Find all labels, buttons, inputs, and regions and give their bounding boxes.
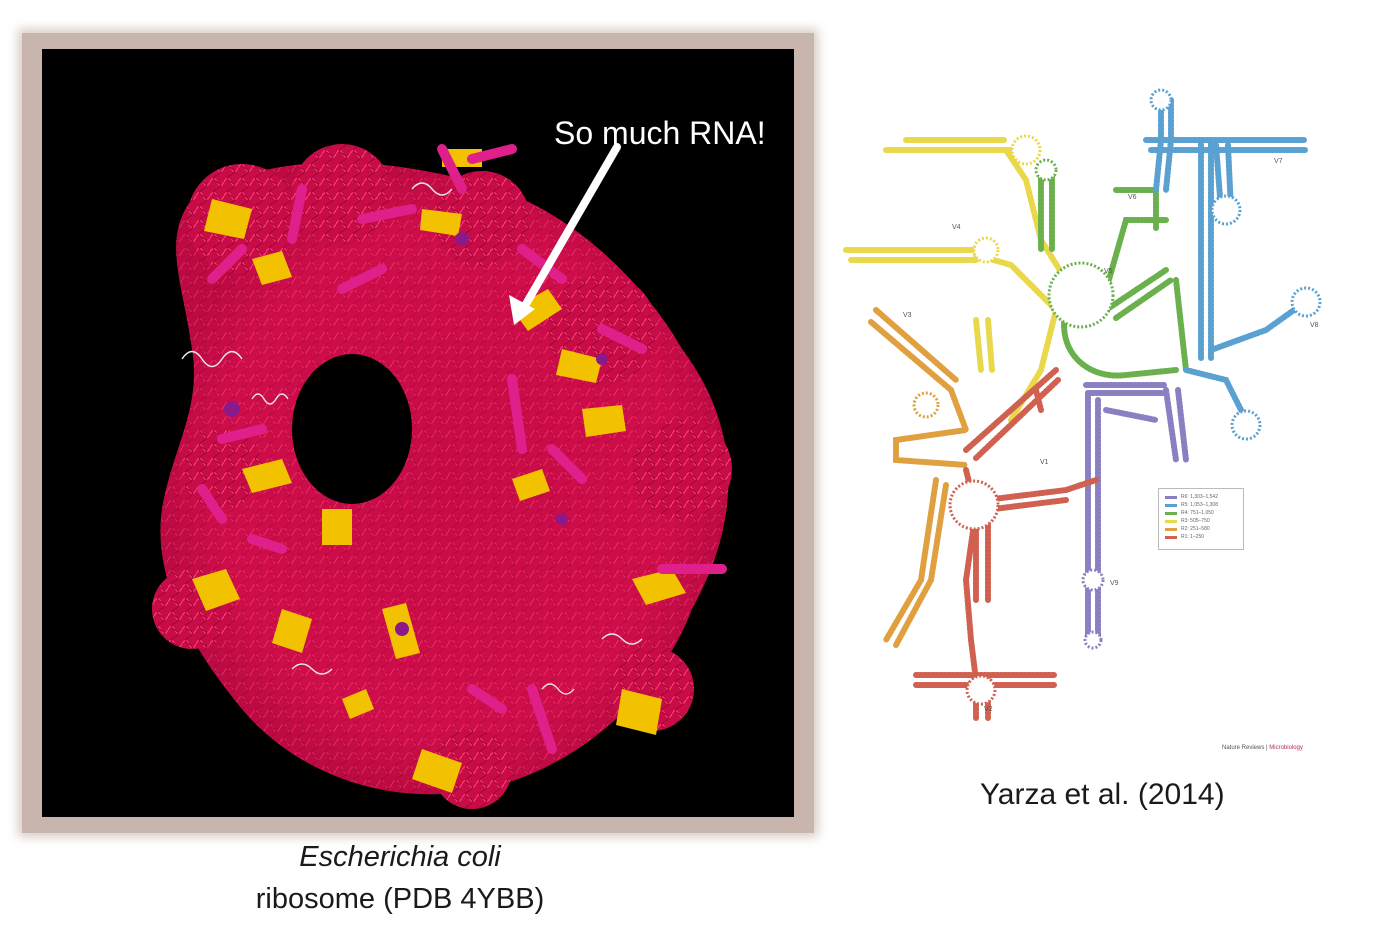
purple-residues bbox=[224, 232, 608, 636]
legend-entry: R3: 505–750 bbox=[1165, 518, 1235, 525]
region-label: V9 bbox=[1110, 580, 1119, 587]
citation-caption: Yarza et al. (2014) bbox=[980, 778, 1225, 811]
legend-entry: R4: 751–1,050 bbox=[1165, 510, 1235, 517]
ribosome-render bbox=[152, 143, 732, 809]
legend-entry: R1: 1–250 bbox=[1165, 534, 1235, 541]
region-label: V3 bbox=[903, 312, 912, 319]
legend-entry: R5: 1,053–1,308 bbox=[1165, 502, 1235, 509]
ribosome-structure-image: So much RNA! bbox=[42, 49, 794, 817]
alpha-helices bbox=[197, 144, 727, 754]
region-label: V7 bbox=[1274, 158, 1283, 165]
journal-credit: Nature Reviews | Microbiology bbox=[1222, 745, 1303, 751]
rrna-structure-svg bbox=[843, 88, 1322, 723]
region-label: V2 bbox=[984, 706, 993, 713]
legend-entry: R6: 1,303–1,542 bbox=[1165, 494, 1235, 501]
coil-loops bbox=[181, 182, 643, 695]
ribosome-image-frame: So much RNA! bbox=[22, 33, 814, 833]
annotation-arrow bbox=[509, 143, 621, 325]
rrna-secondary-structure bbox=[826, 80, 1346, 770]
region-label: V6 bbox=[1128, 194, 1137, 201]
region-label: V4 bbox=[952, 224, 961, 231]
legend-swatch bbox=[1165, 504, 1177, 507]
region-label: V1 bbox=[1040, 459, 1049, 466]
legend-swatch bbox=[1165, 536, 1177, 539]
journal-section: Microbiology bbox=[1269, 745, 1303, 751]
region-label: V5 bbox=[1104, 268, 1113, 275]
caption-species: Escherichia coli bbox=[299, 841, 501, 873]
legend-swatch bbox=[1165, 496, 1177, 499]
legend-swatch bbox=[1165, 520, 1177, 523]
legend-entry: R2: 251–580 bbox=[1165, 526, 1235, 533]
legend-swatch bbox=[1165, 512, 1177, 515]
ribosome-caption: Escherichia coli ribosome (PDB 4YBB) bbox=[200, 836, 600, 920]
region-r1 bbox=[913, 367, 1099, 723]
annotation-label: So much RNA! bbox=[554, 115, 766, 151]
region-r2 bbox=[868, 307, 971, 648]
region-label: V8 bbox=[1310, 322, 1319, 329]
caption-structure: ribosome (PDB 4YBB) bbox=[255, 883, 545, 915]
legend-swatch bbox=[1165, 528, 1177, 531]
journal-name: Nature Reviews bbox=[1222, 745, 1265, 751]
region-r6 bbox=[1083, 382, 1189, 643]
structure-legend: R6: 1,303–1,542 R5: 1,053–1,308 R4: 751–… bbox=[1158, 488, 1244, 550]
